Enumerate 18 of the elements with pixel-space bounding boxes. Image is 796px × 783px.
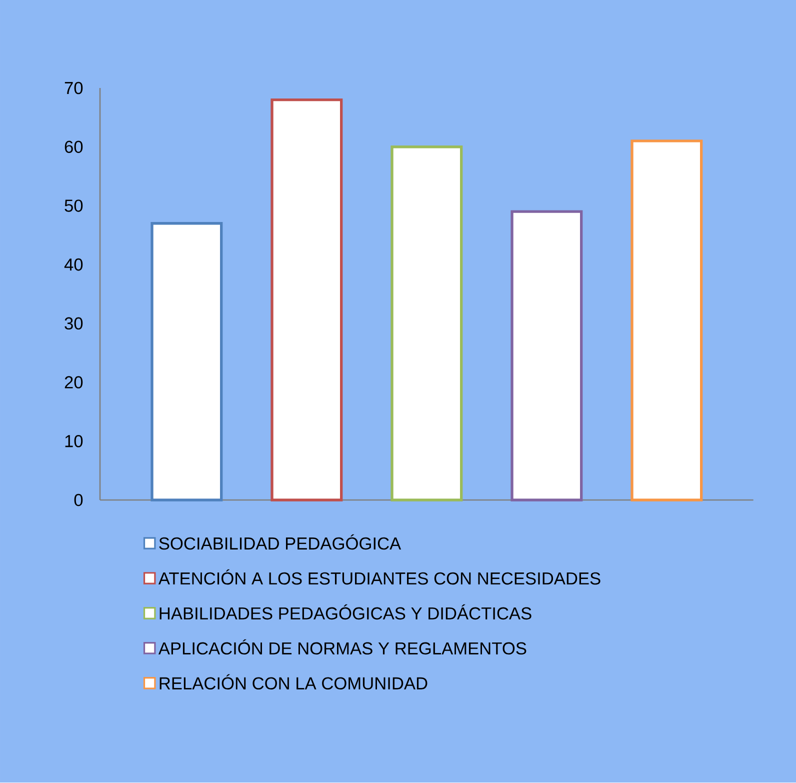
bar: [150, 222, 223, 502]
bar: [390, 146, 463, 502]
legend-label: HABILIDADES PEDAGÓGICAS Y DIDÁCTICAS: [160, 604, 532, 620]
legend-label: RELACIÓN CON LA COMUNIDAD: [160, 674, 428, 690]
y-tick-label: 60: [64, 140, 83, 154]
y-tick-label: 20: [64, 376, 83, 389]
legend-label: SOCIABILIDAD PEDAGÓGICA: [159, 534, 402, 550]
y-tick-label: 30: [64, 317, 83, 330]
y-tick-label: 0: [74, 494, 83, 506]
bar: [510, 210, 583, 502]
y-tick-label: 40: [64, 258, 83, 271]
bar: [630, 140, 703, 502]
y-tick-label: 70: [64, 82, 83, 94]
bar: [270, 98, 343, 502]
y-tick-label: 50: [64, 200, 83, 212]
legend-label: APLICACIÓN DE NORMAS Y REGLAMENTOS: [158, 639, 526, 655]
y-tick-label: 10: [65, 435, 83, 448]
legend-label: ATENCIÓN A LOS ESTUDIANTES CON NECESIDADES: [158, 570, 600, 585]
